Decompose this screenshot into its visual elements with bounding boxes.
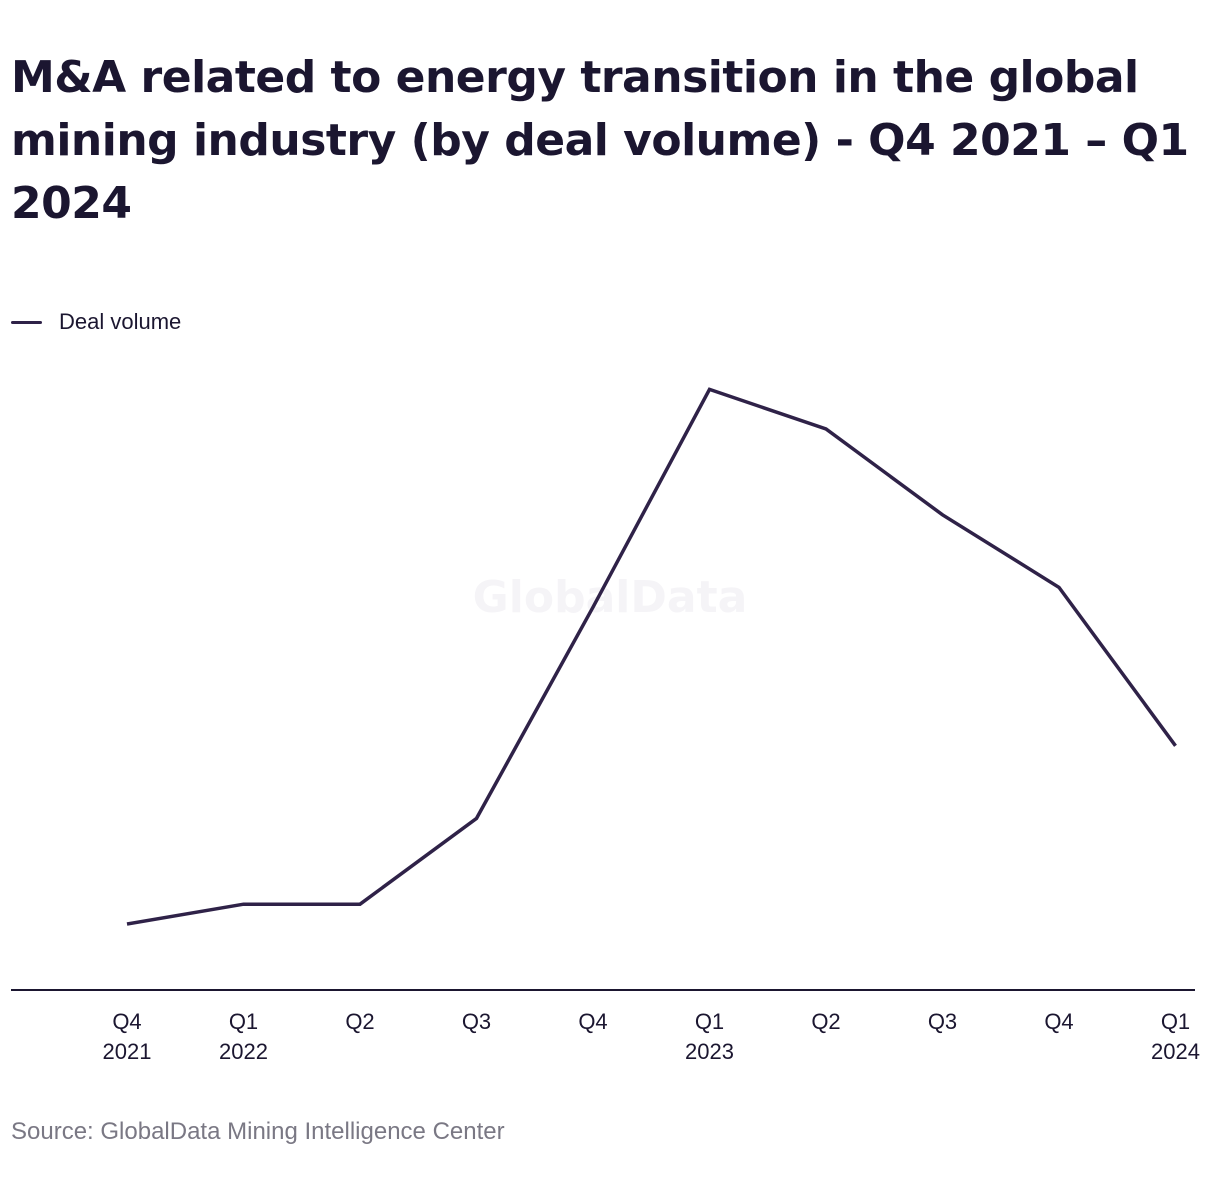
x-tick-label: Q4 2021 bbox=[103, 1009, 152, 1064]
data-point bbox=[939, 511, 947, 519]
x-tick-quarter: Q2 bbox=[811, 1009, 840, 1034]
x-tick-quarter: Q1 bbox=[229, 1009, 258, 1034]
x-tick-label: Q2 bbox=[811, 1009, 840, 1034]
legend-swatch-deal-volume bbox=[11, 320, 42, 324]
data-point bbox=[123, 920, 131, 928]
x-tick-quarter: Q4 bbox=[578, 1009, 607, 1034]
watermark-text: GlobalData bbox=[473, 572, 748, 623]
x-tick-quarter: Q3 bbox=[462, 1009, 491, 1034]
source-note: Source: GlobalData Mining Intelligence C… bbox=[11, 1118, 505, 1145]
x-tick-year: 2021 bbox=[103, 1039, 152, 1064]
data-point bbox=[356, 900, 364, 908]
data-point bbox=[473, 814, 481, 822]
x-tick-quarter: Q2 bbox=[345, 1009, 374, 1034]
x-tick-label: Q4 bbox=[578, 1009, 607, 1034]
x-tick-quarter: Q4 bbox=[1044, 1009, 1073, 1034]
x-tick-label: Q1 2022 bbox=[219, 1009, 268, 1064]
legend-label-deal-volume: Deal volume bbox=[59, 309, 182, 334]
data-point bbox=[240, 900, 248, 908]
x-tick-quarter: Q1 bbox=[695, 1009, 724, 1034]
x-tick-year: 2023 bbox=[685, 1039, 734, 1064]
data-point bbox=[1055, 583, 1063, 591]
x-tick-quarter: Q1 bbox=[1161, 1009, 1190, 1034]
x-tick-label: Q3 bbox=[462, 1009, 491, 1034]
data-point bbox=[822, 425, 830, 433]
series-layer bbox=[123, 385, 1180, 928]
x-axis: Q4 2021 Q1 2022 Q2 Q3 Q4 Q1 2023 Q2 Q3 Q4 Q1 2024 bbox=[11, 989, 1200, 1064]
x-tick-label: Q1 2023 bbox=[685, 1009, 734, 1064]
chart-title: M&A related to energy transition in the … bbox=[11, 52, 1189, 229]
data-point bbox=[706, 385, 714, 393]
series-line-deal-volume bbox=[126, 387, 1177, 926]
x-tick-quarter: Q4 bbox=[112, 1009, 141, 1034]
data-point bbox=[1172, 742, 1180, 750]
x-tick-year: 2022 bbox=[219, 1039, 268, 1064]
x-tick-label: Q3 bbox=[928, 1009, 957, 1034]
data-point bbox=[589, 603, 597, 611]
x-tick-quarter: Q3 bbox=[928, 1009, 957, 1034]
x-tick-year: 2024 bbox=[1151, 1039, 1200, 1064]
legend: Deal volume bbox=[11, 306, 181, 338]
x-tick-label: Q4 bbox=[1044, 1009, 1073, 1034]
x-tick-label: Q1 2024 bbox=[1151, 1009, 1200, 1064]
x-tick-label: Q2 bbox=[345, 1009, 374, 1034]
